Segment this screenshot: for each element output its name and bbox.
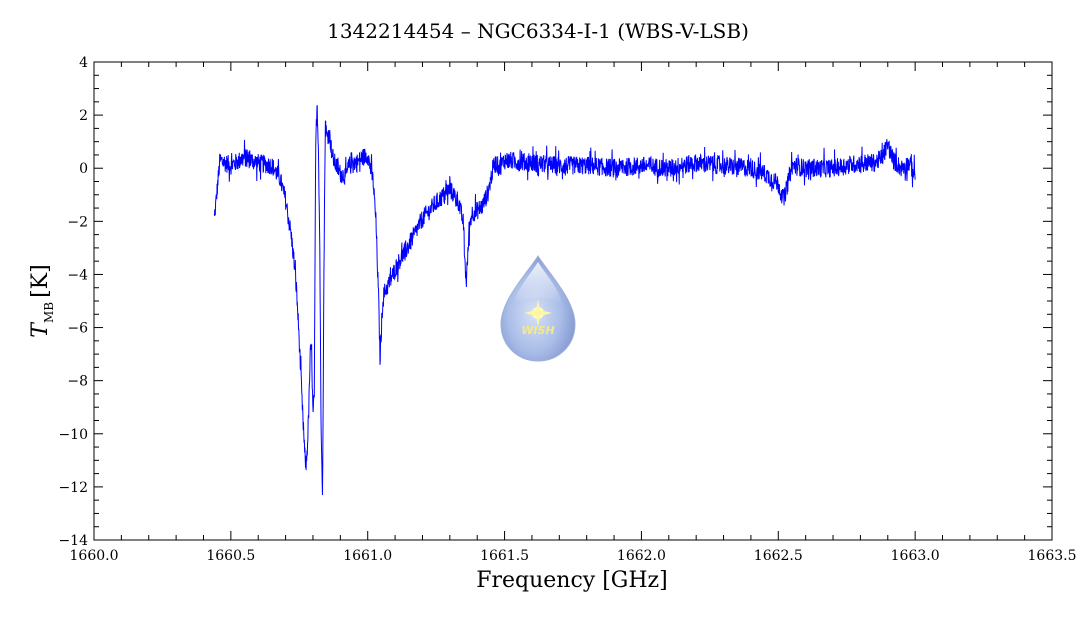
plot-frame xyxy=(93,61,1053,541)
x-tick-label: 1660.0 xyxy=(70,548,119,564)
x-tick-label: 1663.0 xyxy=(891,548,940,564)
y-tick-label: −6 xyxy=(67,321,88,337)
x-tick-label: 1662.5 xyxy=(754,548,803,564)
y-axis-label-unit: [K] xyxy=(28,264,53,298)
y-tick-label: 2 xyxy=(79,108,88,124)
y-axis-label-subscript: MB xyxy=(42,302,56,323)
star-icon xyxy=(524,299,552,327)
y-tick-label: 0 xyxy=(79,161,88,177)
spectrum-line xyxy=(213,105,916,496)
y-tick-label: −4 xyxy=(67,267,88,283)
x-tick-label: 1662.0 xyxy=(617,548,666,564)
x-tick-label: 1660.5 xyxy=(206,548,255,564)
chart-title: 1342214454 – NGC6334-I-1 (WBS-V-LSB) xyxy=(327,19,749,43)
svg-text:TMB[K]: TMB [K] xyxy=(28,264,56,337)
x-tick-label: 1661.5 xyxy=(480,548,529,564)
y-tick-label: −8 xyxy=(67,374,88,390)
y-tick-label: −14 xyxy=(58,533,88,549)
wish-logo: WISH xyxy=(500,255,576,362)
y-tick-label: −2 xyxy=(67,214,88,230)
x-axis-label: Frequency [GHz] xyxy=(476,568,668,593)
wish-logo-text: WISH xyxy=(521,324,554,337)
y-tick-label: −12 xyxy=(58,480,88,496)
x-tick-label: 1663.5 xyxy=(1028,548,1076,564)
y-tick-label: 4 xyxy=(79,55,88,71)
y-axis-label-symbol: T xyxy=(28,321,53,338)
x-tick-label: 1661.0 xyxy=(343,548,392,564)
y-axis-label: TMB [K] xyxy=(28,264,56,337)
y-tick-label: −10 xyxy=(58,427,88,443)
drop-highlight xyxy=(514,262,562,304)
